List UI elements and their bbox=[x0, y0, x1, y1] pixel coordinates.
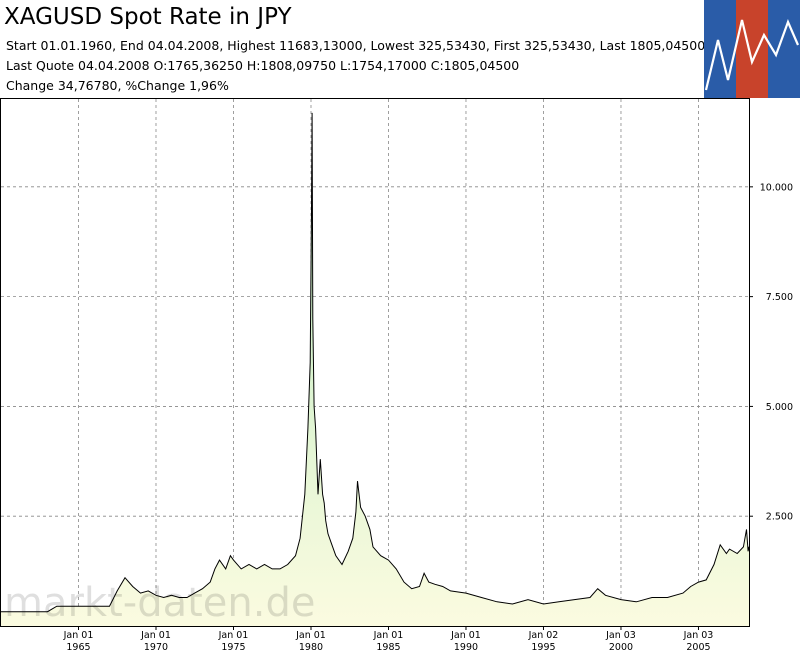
x-tick-label-date: Jan 03 bbox=[605, 630, 636, 641]
price-line bbox=[1, 112, 750, 613]
stats-line-range: Start 01.01.1960, End 04.04.2008, Highes… bbox=[6, 38, 706, 53]
x-tick-label-year: 1970 bbox=[144, 642, 168, 652]
rising-line-logo-icon bbox=[704, 19, 800, 91]
x-tick-label-date: Jan 01 bbox=[450, 630, 481, 641]
x-tick-label-year: 1975 bbox=[221, 642, 245, 652]
x-tick-label-year: 1985 bbox=[376, 642, 400, 652]
x-tick-label-year: 2005 bbox=[686, 642, 710, 652]
y-axis: 2.500 5.000 7.500 10.000 bbox=[749, 182, 793, 523]
x-tick-label-date: Jan 01 bbox=[373, 630, 404, 641]
plot-frame bbox=[0, 98, 750, 627]
x-tick-label-date: Jan 01 bbox=[218, 630, 249, 641]
y-tick-label: 5.000 bbox=[766, 402, 793, 413]
x-tick-label-year: 1990 bbox=[454, 642, 478, 652]
x-tick-label-year: 1995 bbox=[531, 642, 555, 652]
x-tick-label-date: Jan 03 bbox=[683, 630, 714, 641]
x-tick-label-date: Jan 01 bbox=[295, 630, 326, 641]
stats-line-change: Change 34,76780, %Change 1,96% bbox=[6, 78, 229, 93]
x-tick-label-year: 1980 bbox=[299, 642, 323, 652]
y-tick-label: 2.500 bbox=[766, 512, 793, 523]
x-tick-label-date: Jan 01 bbox=[140, 630, 171, 641]
brand-logo bbox=[704, 0, 800, 98]
y-tick-label: 10.000 bbox=[760, 182, 793, 193]
y-tick-label: 7.500 bbox=[766, 292, 793, 303]
stats-line-last-quote: Last Quote 04.04.2008 O:1765,36250 H:180… bbox=[6, 58, 520, 73]
chart-title: XAGUSD Spot Rate in JPY bbox=[4, 4, 292, 30]
watermark: markt-daten.de bbox=[4, 580, 315, 626]
logo-bar-middle bbox=[736, 0, 768, 98]
x-tick-label-date: Jan 02 bbox=[528, 630, 559, 641]
x-tick-label-date: Jan 01 bbox=[63, 630, 94, 641]
x-tick-label-year: 1965 bbox=[66, 642, 90, 652]
x-tick-label-year: 2000 bbox=[609, 642, 633, 652]
